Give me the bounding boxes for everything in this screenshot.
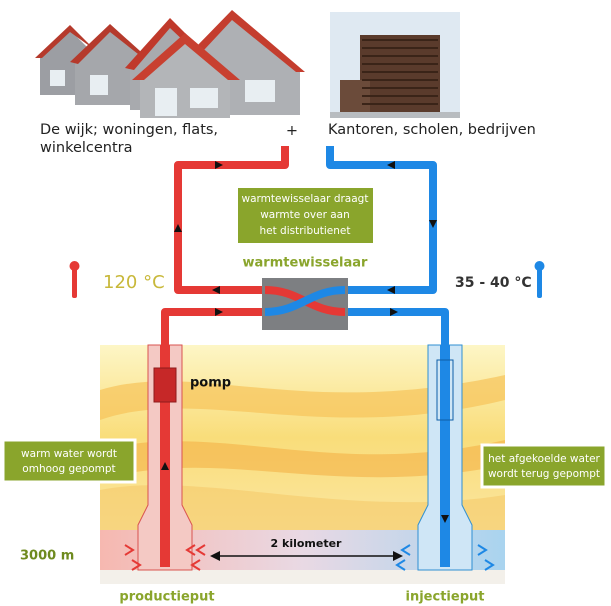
note-line: wordt terug gepompt <box>488 468 600 480</box>
injection-label: injectieput <box>406 590 485 605</box>
shape <box>215 308 223 316</box>
left-label: winkelcentra <box>40 140 133 156</box>
cold-temperature: 35 - 40 °C <box>455 275 532 291</box>
plus: + <box>286 123 298 139</box>
shape <box>174 146 289 294</box>
shape <box>441 515 449 523</box>
shape <box>155 88 177 116</box>
left-label: De wijk; woningen, flats, <box>40 122 218 138</box>
note-line: warm water wordt <box>21 448 117 460</box>
shape <box>161 462 169 470</box>
distance-label: 2 kilometer <box>271 537 343 550</box>
shape <box>174 224 182 232</box>
note-line: omhoog gepompt <box>22 463 115 475</box>
shape <box>190 88 218 108</box>
office-building <box>330 12 460 118</box>
exchanger-title: warmtewisselaar <box>243 256 369 271</box>
shape <box>215 161 223 169</box>
shape <box>90 75 108 95</box>
shape <box>330 112 460 118</box>
shape <box>35 25 100 58</box>
shape <box>212 286 220 294</box>
shape <box>70 24 150 64</box>
shape <box>340 308 449 345</box>
note-line: het distributienet <box>259 225 350 237</box>
hot-temperature: 120 °C <box>103 272 165 293</box>
injection-well <box>417 344 473 571</box>
note-line: warmtewisselaar draagt <box>242 193 369 205</box>
shape <box>326 146 437 294</box>
note-box <box>1 438 137 484</box>
cold-out-arrows <box>395 544 495 571</box>
note-line: warmte over aan <box>260 209 350 221</box>
shape <box>50 70 65 86</box>
pipes <box>161 146 449 345</box>
note-box <box>238 188 373 243</box>
shape <box>100 485 505 530</box>
shape <box>210 551 220 561</box>
flow-arrows <box>161 161 449 523</box>
shape <box>245 80 275 102</box>
shape <box>393 551 403 561</box>
shape <box>100 375 505 420</box>
cold-thermometer <box>534 261 545 298</box>
shape <box>100 570 505 584</box>
production-well <box>137 344 193 571</box>
shape <box>395 544 495 571</box>
shape <box>436 359 454 421</box>
distance-arrow <box>210 551 403 561</box>
shape <box>537 268 542 298</box>
shape <box>161 308 270 345</box>
shape <box>69 261 80 271</box>
shape <box>195 10 305 72</box>
pump-label: pomp <box>190 376 231 391</box>
shape <box>390 308 398 316</box>
depth-label: 3000 m <box>20 549 74 564</box>
heat-in-arrows <box>124 544 206 571</box>
shape <box>387 161 395 169</box>
shape <box>153 367 177 403</box>
hot-thermometer <box>69 261 80 298</box>
shape <box>264 286 346 316</box>
shape <box>440 345 450 567</box>
shape <box>534 261 545 271</box>
note-box <box>480 443 608 489</box>
production-label: productieput <box>119 590 214 605</box>
houses <box>35 10 305 118</box>
shape <box>360 35 440 113</box>
shape <box>132 33 240 80</box>
shape <box>72 268 77 298</box>
shape <box>100 440 505 480</box>
note-line: het afgekoelde water <box>488 453 600 465</box>
shape <box>387 286 395 294</box>
shape <box>429 220 437 228</box>
shape <box>362 39 438 105</box>
right-label: Kantoren, scholen, bedrijven <box>328 122 536 138</box>
heat-exchanger <box>262 278 348 330</box>
shape <box>160 345 170 567</box>
shape <box>124 544 206 571</box>
